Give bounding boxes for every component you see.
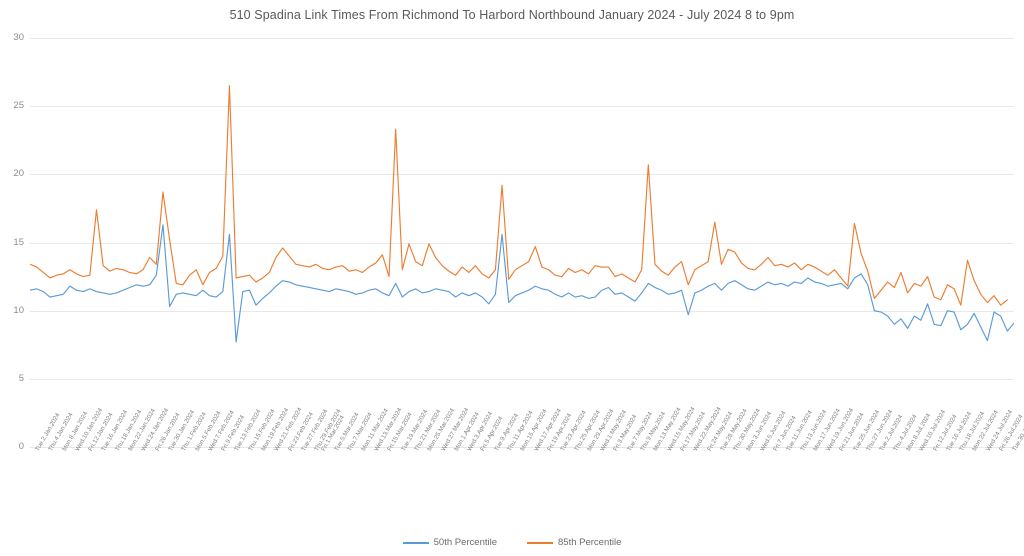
plot-area: [30, 38, 1014, 448]
gridline: [30, 38, 1014, 39]
y-axis-tick-label: 30: [13, 32, 24, 43]
x-axis-labels: Tue.2.Jan.2024 Thu.4.Jan.2024 Mon.8.Jan.20…: [30, 406, 1024, 533]
gridline: [30, 447, 1014, 448]
legend-line-swatch-icon: [527, 541, 553, 544]
y-axis-tick-label: 10: [13, 304, 24, 316]
y-axis-tick-label: 15: [13, 236, 24, 248]
legend-line-swatch-icon: [402, 541, 429, 544]
legend-item[interactable]: 85th Percentile: [527, 537, 621, 548]
legend-label: 50th Percentile: [433, 537, 497, 548]
legend: 50th Percentile 85th Percentile: [0, 537, 1024, 548]
series-line: [30, 225, 1014, 342]
series-line: [30, 86, 1007, 305]
y-axis-tick-label: 5: [18, 372, 24, 384]
gridline: [30, 106, 1014, 108]
gridline: [30, 242, 1014, 244]
y-axis-labels: 0 5 10 15 20 25 30: [0, 33, 1024, 452]
legend-item[interactable]: 50th Percentile: [402, 537, 497, 548]
series-lines: [30, 38, 1014, 447]
gridline: [30, 378, 1014, 380]
y-axis-tick-label: 25: [13, 100, 24, 112]
legend-label: 85th Percentile: [558, 537, 622, 548]
y-axis-tick-label: 0: [18, 441, 24, 452]
y-axis-tick-label: 20: [13, 168, 24, 180]
chart-title: 510 Spadina Link Times From Richmond To …: [229, 8, 795, 22]
gridline: [30, 310, 1014, 312]
gridline: [30, 174, 1014, 176]
